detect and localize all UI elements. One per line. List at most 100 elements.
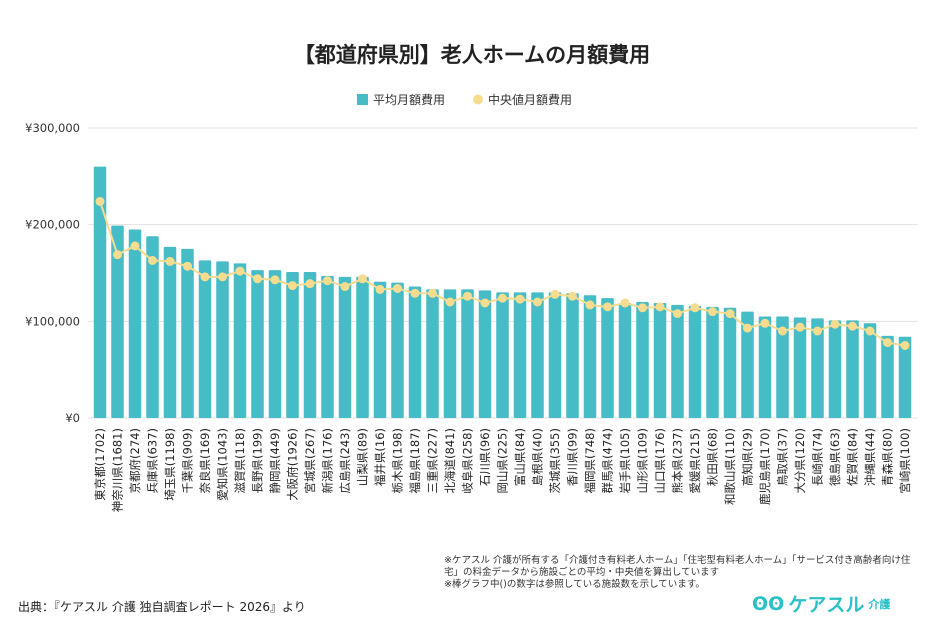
median-point <box>830 319 840 329</box>
bar <box>566 293 579 418</box>
bar <box>233 263 247 418</box>
median-point <box>183 261 192 271</box>
x-tick-label: 福岡県(748) <box>583 428 597 493</box>
x-tick-label: 岐阜県(258) <box>461 428 475 493</box>
bar <box>128 229 142 418</box>
bar <box>828 320 842 418</box>
bar <box>706 306 719 418</box>
bar <box>793 317 807 418</box>
legend-label-bar: 平均月額費用 <box>373 92 445 107</box>
median-point <box>375 284 385 294</box>
chart-title: 【都道府県別】老人ホームの月額費用 <box>294 43 650 67</box>
logo-text: ケアスル <box>788 594 865 616</box>
median-point <box>253 274 262 284</box>
bar <box>408 286 422 418</box>
bar <box>723 307 737 418</box>
bar <box>496 292 509 418</box>
legend: 平均月額費用 中央値月額費用 <box>357 92 572 107</box>
median-point <box>393 283 402 293</box>
bar <box>251 270 264 418</box>
median-point <box>235 266 245 276</box>
bar <box>303 272 317 418</box>
bar <box>181 248 194 418</box>
x-tick-label: 奈良県(169) <box>198 428 212 493</box>
x-tick-label: 熊本県(237) <box>671 428 685 493</box>
x-tick-label: 三重県(227) <box>426 428 440 493</box>
x-tick-label: 新潟県(176) <box>321 428 335 493</box>
x-tick-label: 群馬県(474) <box>601 428 615 493</box>
median-point <box>410 288 420 298</box>
x-tick-label: 宮城県(267) <box>303 428 317 493</box>
bar <box>811 318 824 418</box>
bar <box>198 260 212 418</box>
bar <box>461 289 474 418</box>
median-point <box>445 297 455 307</box>
median-point <box>463 291 472 301</box>
x-tick-label: 徳島県(63) <box>828 428 842 486</box>
footnote: ※ケアスル 介護が所有する「介護付き有料老人ホーム」「住宅型有料老人ホーム」「サ… <box>444 555 924 591</box>
x-tick-label: 京都府(274) <box>128 428 142 493</box>
bar <box>846 320 859 418</box>
x-tick-label: 鹿児島県(170) <box>758 428 772 505</box>
median-point <box>585 300 595 310</box>
bar <box>426 289 439 418</box>
median-point <box>270 275 280 285</box>
median-point <box>533 297 542 307</box>
x-tick-label: 宮崎県(100) <box>898 428 912 493</box>
bar <box>653 302 667 418</box>
bar <box>216 261 229 418</box>
x-tick-label: 福島県(187) <box>408 428 422 493</box>
median-point <box>638 303 647 313</box>
x-tick-label: 鳥取県(37) <box>776 428 790 486</box>
bar <box>776 316 789 418</box>
legend-label-line: 中央値月額費用 <box>488 92 572 107</box>
x-tick-label: 香川県(99) <box>566 428 580 486</box>
bar <box>163 246 177 418</box>
x-tick-label: 富山県(84) <box>513 428 527 486</box>
footnote-line: ※ケアスル 介護が所有する「介護付き有料老人ホーム」「住宅型有料老人ホーム」「サ… <box>444 555 911 578</box>
x-tick-label: 青森県(80) <box>881 428 895 486</box>
x-tick-label: 秋田県(68) <box>706 428 720 486</box>
bar <box>583 295 597 418</box>
median-point <box>165 256 175 266</box>
bar <box>758 316 772 418</box>
x-tick-label: 滋賀県(118) <box>233 428 247 493</box>
median-point <box>813 326 822 336</box>
x-tick-label: 長野県(199) <box>251 428 265 493</box>
chart: 【都道府県別】老人ホームの月額費用 平均月額費用 中央値月額費用 ¥0 ¥100,… <box>25 43 918 512</box>
legend-swatch-bar <box>357 94 368 105</box>
x-tick-label: 佐賀県(84) <box>846 428 860 486</box>
x-tick-label: 兵庫県(637) <box>146 428 160 493</box>
median-point <box>340 282 350 292</box>
source-citation: 出典：『ケアスル 介護 独自調査レポート 2026』より <box>18 600 306 614</box>
median-point <box>148 255 157 265</box>
bar <box>478 290 492 418</box>
median-point <box>218 272 227 282</box>
x-tick-label: 北海道(841) <box>443 428 457 493</box>
x-tick-label: 山口県(176) <box>653 428 667 493</box>
median-point <box>603 302 612 312</box>
x-tick-label: 岡山県(225) <box>496 428 510 493</box>
median-point <box>515 294 525 304</box>
bar <box>688 305 702 418</box>
bar <box>618 302 632 418</box>
median-point <box>95 196 105 206</box>
bar <box>671 304 684 418</box>
median-point <box>865 326 875 336</box>
x-tick-label: 山梨県(89) <box>356 428 370 486</box>
x-tick-label: 千葉県(909) <box>181 428 195 493</box>
brand-logo: ʘʘ ケアスル 介護 <box>752 590 890 617</box>
bar <box>268 270 282 418</box>
logo-sub: 介護 <box>868 597 891 611</box>
bar <box>146 236 159 418</box>
x-tick-label: 愛媛県(215) <box>688 428 702 493</box>
x-tick-label: 静岡県(449) <box>268 428 282 493</box>
x-tick-label: 岩手県(105) <box>618 428 632 493</box>
bar <box>513 292 527 418</box>
x-tick-label: 石川県(96) <box>478 428 492 486</box>
median-point <box>113 250 122 260</box>
y-tick-label: ¥200,000 <box>25 218 80 232</box>
x-tick-label: 大阪府(1926) <box>286 428 300 501</box>
x-tick-label: 福井県(16) <box>373 428 387 486</box>
x-tick-label: 沖縄県(44) <box>863 428 877 486</box>
